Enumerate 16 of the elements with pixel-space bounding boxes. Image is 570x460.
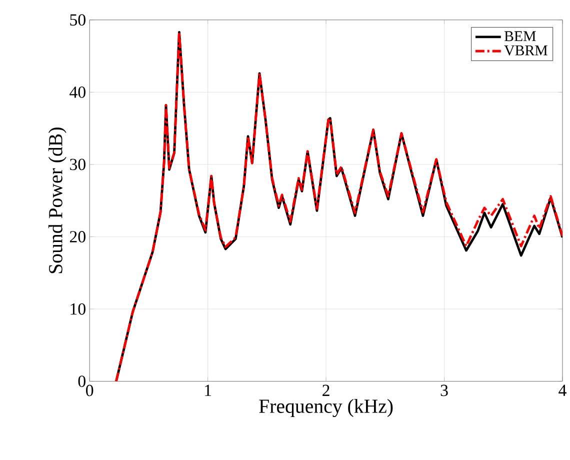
x-tick-label: 4 bbox=[558, 384, 566, 396]
y-tick-label: 10 bbox=[70, 303, 86, 315]
line-series bbox=[115, 31, 562, 382]
y-axis-title: Sound Power (dB) bbox=[48, 128, 66, 274]
x-axis-title: Frequency (kHz) bbox=[259, 399, 393, 418]
x-tick-label: 0 bbox=[86, 384, 94, 396]
y-tick-label: 40 bbox=[70, 86, 86, 98]
x-tick-label: 3 bbox=[440, 384, 448, 396]
y-tick-label: 20 bbox=[70, 231, 86, 242]
y-tick-label: 30 bbox=[70, 158, 86, 170]
legend-label: VBRM bbox=[504, 46, 548, 56]
y-tick-label: 50 bbox=[70, 14, 86, 26]
x-tick-label: 2 bbox=[322, 384, 330, 396]
y-tick-label: 0 bbox=[78, 376, 86, 388]
x-tick-label: 1 bbox=[205, 384, 212, 396]
legend-label: BEM bbox=[504, 31, 536, 42]
